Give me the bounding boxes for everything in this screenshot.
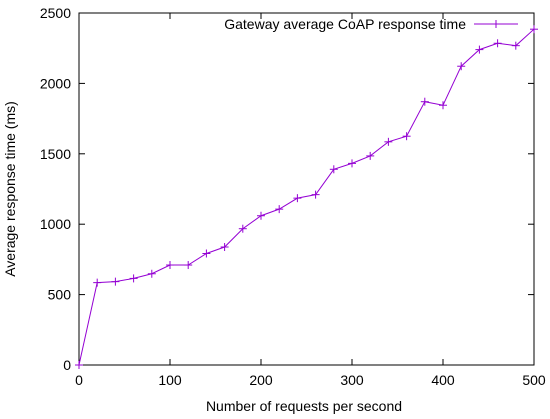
y-tick-label: 500 (48, 287, 72, 303)
data-point (275, 205, 284, 214)
x-tick-label: 0 (75, 372, 83, 388)
y-tick-label: 0 (63, 357, 71, 373)
data-point (530, 25, 538, 34)
x-axis-title: Number of requests per second (206, 398, 402, 414)
x-tick-label: 100 (158, 372, 182, 388)
x-tick-label: 200 (249, 372, 273, 388)
data-point (329, 165, 338, 174)
data-point (384, 137, 393, 146)
data-point (420, 97, 429, 106)
data-point (402, 132, 411, 141)
series-layer (75, 25, 538, 369)
legend-plus-marker (492, 20, 500, 28)
plot-frame (78, 12, 535, 366)
data-point (457, 62, 466, 71)
data-point (475, 45, 484, 54)
data-point (93, 278, 102, 287)
y-tick-label: 1000 (40, 216, 71, 232)
data-point (493, 39, 502, 48)
legend-marker (492, 20, 500, 28)
data-point (184, 261, 193, 270)
data-point (220, 243, 229, 252)
data-point (202, 249, 211, 258)
data-point (257, 211, 265, 220)
data-point (511, 41, 520, 50)
tick-marks (78, 12, 535, 366)
data-point (75, 361, 83, 369)
data-point (366, 151, 375, 160)
data-point (293, 194, 302, 203)
data-point (129, 274, 138, 283)
data-point (147, 269, 156, 278)
data-point (111, 277, 120, 286)
y-tick-label: 2500 (40, 5, 71, 21)
legend-label: Gateway average CoAP response time (224, 16, 466, 32)
x-tick-label: 300 (340, 372, 364, 388)
legend: Gateway average CoAP response time (224, 16, 518, 32)
y-tick-label: 2000 (40, 75, 71, 91)
data-point (166, 261, 174, 270)
data-point (311, 190, 320, 199)
series-line (78, 28, 535, 366)
tick-labels: 0 100 200 300 400 500 0 500 1000 1500 2000 2500 (40, 5, 546, 388)
data-point (348, 159, 356, 168)
x-tick-label: 500 (522, 372, 546, 388)
data-point (439, 101, 447, 110)
y-axis-title: Average response time (ms) (2, 101, 18, 277)
x-tick-label: 400 (431, 372, 455, 388)
y-tick-label: 1500 (40, 146, 71, 162)
data-point (238, 224, 247, 233)
